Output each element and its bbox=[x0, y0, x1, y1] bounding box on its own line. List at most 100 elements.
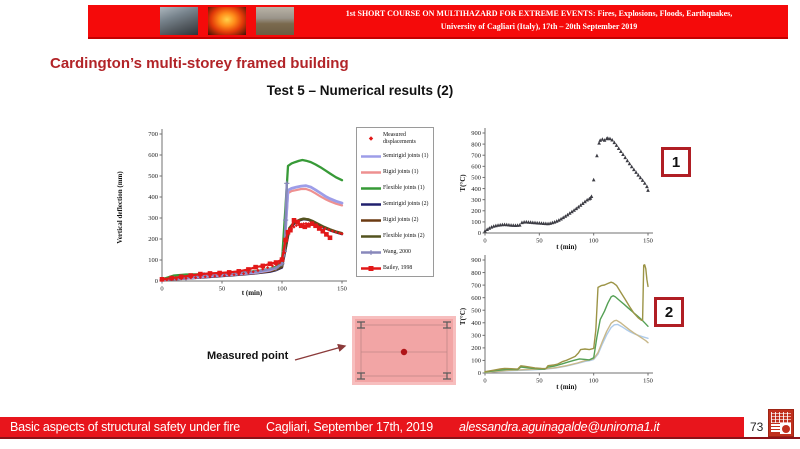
banner-text: 1st SHORT COURSE ON MULTIHAZARD FOR EXTR… bbox=[294, 8, 788, 34]
svg-text:100: 100 bbox=[471, 219, 481, 226]
legend-item: Semirigid joints (2) bbox=[361, 200, 429, 209]
deflection-chart: 0 50 100 150 0 100 200 300 400 500 600 700 t (min) Ve… bbox=[113, 120, 443, 308]
svg-text:700: 700 bbox=[471, 152, 481, 159]
svg-text:0: 0 bbox=[155, 278, 158, 285]
svg-text:100: 100 bbox=[589, 378, 599, 385]
footer-course-title: Basic aspects of structural safety under… bbox=[10, 420, 240, 434]
svg-text:100: 100 bbox=[589, 238, 599, 245]
header-banner: 1st SHORT COURSE ON MULTIHAZARD FOR EXTR… bbox=[88, 5, 788, 39]
measured-point-label: Measured point bbox=[207, 350, 289, 362]
svg-text:t (min): t (min) bbox=[242, 289, 263, 297]
logo-seal-text bbox=[771, 412, 791, 423]
svg-text:500: 500 bbox=[471, 307, 481, 314]
legend-label: Measured displacements bbox=[383, 132, 416, 145]
banner-thumbnails bbox=[160, 7, 294, 35]
svg-text:100: 100 bbox=[148, 257, 158, 264]
flood-image bbox=[256, 7, 294, 35]
svg-text:200: 200 bbox=[471, 345, 481, 352]
legend-swatch bbox=[361, 250, 381, 256]
university-logo bbox=[768, 409, 794, 437]
legend-swatch bbox=[368, 136, 374, 141]
slide-subtitle: Test 5 – Numerical results (2) bbox=[266, 83, 454, 98]
svg-text:100: 100 bbox=[277, 286, 287, 293]
legend-label: Semirigid joints (1) bbox=[383, 153, 429, 160]
annotation-arrow bbox=[294, 343, 347, 361]
banner-line-2: University of Cagliari (Italy), 17th – 2… bbox=[440, 22, 638, 31]
svg-text:50: 50 bbox=[536, 378, 543, 385]
svg-text:50: 50 bbox=[536, 238, 543, 245]
svg-text:800: 800 bbox=[471, 141, 481, 148]
svg-text:400: 400 bbox=[471, 320, 481, 327]
svg-text:900: 900 bbox=[471, 130, 481, 137]
svg-text:100: 100 bbox=[471, 358, 481, 365]
legend-label: Rigid joints (2) bbox=[383, 217, 419, 224]
temperature-chart-2: 0 50 100 150 0 100 200 300 400 500 600 700 800 900 t (… bbox=[458, 252, 670, 399]
svg-text:900: 900 bbox=[471, 257, 481, 264]
svg-text:T(°C): T(°C) bbox=[459, 307, 467, 325]
svg-text:700: 700 bbox=[148, 131, 158, 138]
legend-label: Rigid joints (1) bbox=[383, 169, 419, 176]
legend-label: Bailey, 1998 bbox=[383, 265, 413, 272]
footer-underline bbox=[0, 437, 800, 439]
svg-text:400: 400 bbox=[148, 194, 158, 201]
slide-title: Cardington’s multi-storey framed buildin… bbox=[50, 55, 349, 72]
page-number: 73 bbox=[750, 420, 764, 434]
banner-line-1: 1st SHORT COURSE ON MULTIHAZARD FOR EXTR… bbox=[345, 9, 733, 19]
footer-bar: Basic aspects of structural safety under… bbox=[0, 417, 744, 437]
legend-swatch bbox=[361, 266, 381, 272]
legend-swatch bbox=[361, 171, 381, 175]
legend-item: Rigid joints (2) bbox=[361, 216, 429, 225]
svg-text:500: 500 bbox=[148, 173, 158, 180]
legend-label: Flexible joints (1) bbox=[383, 185, 425, 192]
fire-image bbox=[208, 7, 246, 35]
svg-text:T(°C): T(°C) bbox=[459, 174, 467, 192]
svg-text:t (min): t (min) bbox=[556, 243, 577, 251]
svg-text:700: 700 bbox=[471, 282, 481, 289]
legend-item: Flexible joints (2) bbox=[361, 232, 429, 241]
svg-text:0: 0 bbox=[483, 378, 486, 385]
svg-text:0: 0 bbox=[478, 230, 481, 237]
svg-text:400: 400 bbox=[471, 186, 481, 193]
measured-point-marker bbox=[400, 348, 408, 356]
column-symbols bbox=[357, 321, 451, 380]
legend-swatch bbox=[361, 187, 381, 191]
svg-text:600: 600 bbox=[471, 295, 481, 302]
svg-text:0: 0 bbox=[483, 238, 486, 245]
logo-seal-dot bbox=[781, 424, 790, 433]
legend-label: Semirigid joints (2) bbox=[383, 201, 429, 208]
svg-text:500: 500 bbox=[471, 175, 481, 182]
legend-item: Bailey, 1998 bbox=[361, 264, 429, 273]
svg-text:200: 200 bbox=[471, 208, 481, 215]
legend-swatch bbox=[361, 219, 381, 223]
svg-text:300: 300 bbox=[148, 215, 158, 222]
svg-text:150: 150 bbox=[643, 378, 653, 385]
svg-text:600: 600 bbox=[148, 152, 158, 159]
svg-text:300: 300 bbox=[471, 333, 481, 340]
temperature-1-svg: 0 50 100 150 0 100 200 300 400 500 600 700 800 900 t (… bbox=[459, 128, 653, 251]
volcanic-eruption-image bbox=[160, 7, 198, 35]
legend-swatch bbox=[361, 235, 381, 239]
legend-label: Wang, 2000 bbox=[383, 249, 411, 256]
footer-email: alessandra.aguinagalde@uniroma1.it bbox=[459, 420, 660, 434]
svg-text:200: 200 bbox=[148, 236, 158, 243]
svg-text:t (min): t (min) bbox=[556, 383, 577, 391]
svg-text:0: 0 bbox=[160, 286, 163, 293]
svg-text:Vertical deflection (mm): Vertical deflection (mm) bbox=[116, 171, 124, 244]
temperature-chart-1: 0 50 100 150 0 100 200 300 400 500 600 700 800 900 t (… bbox=[458, 118, 670, 260]
legend-item: Flexible joints (1) bbox=[361, 184, 429, 193]
temperature-2-svg: 0 50 100 150 0 100 200 300 400 500 600 700 800 900 t (… bbox=[459, 255, 653, 391]
legend-label: Flexible joints (2) bbox=[383, 233, 425, 240]
svg-text:300: 300 bbox=[471, 197, 481, 204]
legend-item: Wang, 2000 bbox=[361, 248, 429, 257]
logo-seal-box bbox=[771, 424, 780, 433]
callout-badge-1: 1 bbox=[661, 147, 691, 177]
chart-legend: Measured displacements Semirigid joints (… bbox=[356, 127, 434, 278]
svg-text:600: 600 bbox=[471, 164, 481, 171]
svg-text:800: 800 bbox=[471, 270, 481, 277]
vertical-deflection-svg: 0 50 100 150 0 100 200 300 400 500 600 700 t (min) Ve… bbox=[116, 129, 347, 297]
legend-item: Semirigid joints (1) bbox=[361, 152, 429, 161]
legend-swatch bbox=[361, 155, 381, 159]
svg-text:50: 50 bbox=[219, 286, 226, 293]
legend-swatch bbox=[361, 203, 381, 207]
